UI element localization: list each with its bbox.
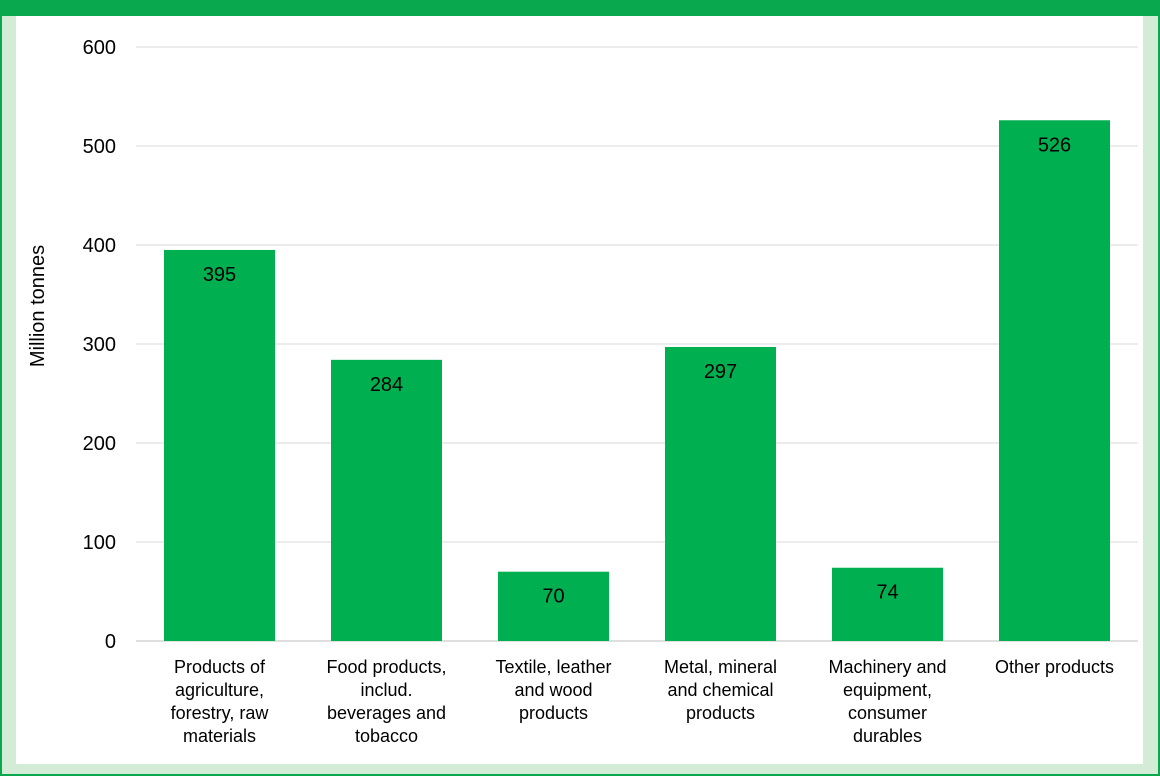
y-tick-label: 500: [83, 136, 116, 158]
bars: [164, 120, 1110, 641]
x-tick-label: materials: [183, 726, 256, 746]
x-tick-label: and chemical: [667, 680, 773, 700]
x-tick-label: Machinery and: [828, 657, 946, 677]
data-label: 395: [203, 264, 236, 286]
x-tick-label: Food products,: [326, 657, 446, 677]
bar: [331, 359, 442, 641]
x-tick-label: forestry, raw: [171, 703, 270, 723]
x-tick-label: Products of: [174, 657, 266, 677]
x-tick-label: products: [519, 703, 588, 723]
bar: [999, 120, 1110, 641]
y-axis-ticks: 0 100 200 300 400 500 600: [83, 37, 116, 653]
y-tick-label: 100: [83, 532, 116, 554]
data-labels: 395 284 70 297 74 526: [203, 134, 1071, 607]
y-tick-label: 0: [105, 631, 116, 653]
x-tick-label: consumer: [848, 703, 927, 723]
x-tick-label: includ.: [360, 680, 412, 700]
x-tick-label: beverages and: [327, 703, 446, 723]
data-label: 526: [1038, 134, 1071, 156]
bar: [164, 249, 275, 641]
bar: [498, 571, 609, 641]
x-tick-label: equipment,: [843, 680, 932, 700]
bar: [665, 346, 776, 641]
x-axis-categories: Products of agriculture, forestry, raw mate…: [171, 657, 1114, 746]
x-tick-label: products: [686, 703, 755, 723]
x-tick-label: Textile, leather: [495, 657, 611, 677]
data-label: 284: [370, 374, 403, 396]
x-tick-label: Metal, mineral: [664, 657, 777, 677]
y-tick-label: 400: [83, 235, 116, 257]
x-tick-label: tobacco: [355, 726, 418, 746]
y-axis-title: Million tonnes: [27, 245, 49, 367]
x-tick-label: and wood: [514, 680, 592, 700]
data-label: 74: [876, 582, 898, 604]
x-tick-label: Other products: [995, 657, 1114, 677]
data-label: 297: [704, 361, 737, 383]
x-tick-label: agriculture,: [175, 680, 264, 700]
y-tick-label: 200: [83, 433, 116, 455]
x-tick-label: durables: [853, 726, 922, 746]
y-tick-label: 600: [83, 37, 116, 59]
bar: [832, 567, 943, 641]
gridlines: [136, 46, 1138, 642]
data-label: 70: [542, 586, 564, 608]
y-tick-label: 300: [83, 334, 116, 356]
